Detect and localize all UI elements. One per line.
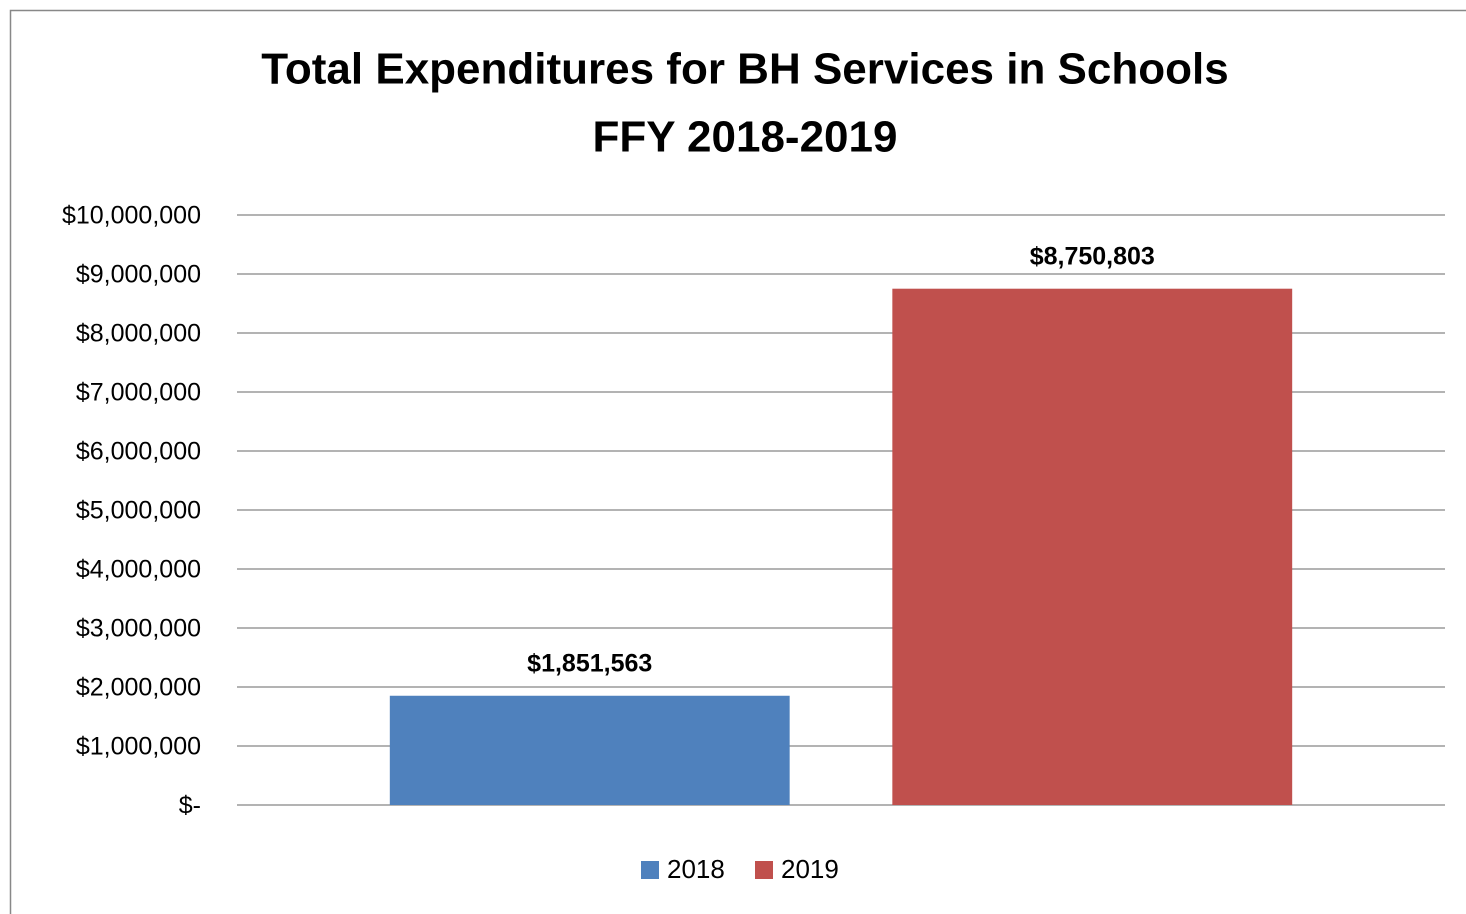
legend-swatch — [755, 861, 773, 879]
legend-label: 2019 — [781, 854, 839, 884]
bar — [892, 288, 1293, 805]
legend-label: 2018 — [667, 854, 725, 884]
chart-title: Total Expenditures for BH Services in Sc… — [261, 45, 1228, 94]
chart-title: FFY 2018-2019 — [593, 113, 898, 162]
data-label: $8,750,803 — [1030, 242, 1155, 270]
y-tick-label: $10,000,000 — [62, 202, 201, 230]
y-tick-label: $9,000,000 — [76, 261, 201, 289]
y-tick-label: $1,000,000 — [76, 733, 201, 761]
legend-swatch — [641, 861, 659, 879]
y-tick-label: $8,000,000 — [76, 320, 201, 348]
y-tick-label: $7,000,000 — [76, 379, 201, 407]
y-tick-label: $- — [179, 792, 201, 820]
y-tick-label: $4,000,000 — [76, 556, 201, 584]
y-tick-label: $2,000,000 — [76, 674, 201, 702]
bar — [389, 695, 790, 805]
data-label: $1,851,563 — [527, 649, 652, 677]
y-tick-label: $5,000,000 — [76, 497, 201, 525]
y-tick-label: $6,000,000 — [76, 438, 201, 466]
y-tick-label: $3,000,000 — [76, 615, 201, 643]
